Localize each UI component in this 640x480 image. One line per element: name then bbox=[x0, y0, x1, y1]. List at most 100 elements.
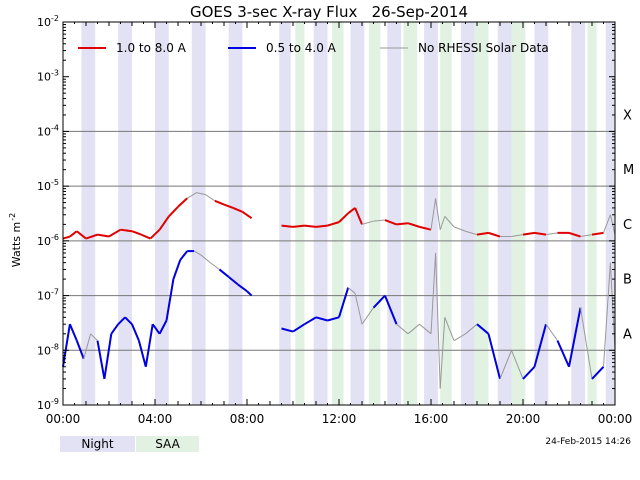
short-channel-line-segment bbox=[158, 320, 168, 335]
night-band bbox=[279, 22, 291, 405]
short-channel-line-segment bbox=[354, 293, 363, 325]
short-channel-line-segment bbox=[62, 324, 71, 367]
short-channel-line-segment bbox=[117, 316, 126, 325]
short-channel-line-segment bbox=[476, 323, 490, 335]
short-channel-line-segment bbox=[303, 316, 317, 326]
short-channel-line-segment bbox=[96, 340, 106, 380]
long-channel-line-segment bbox=[361, 220, 374, 225]
y-tick-label: 10-4 bbox=[37, 123, 59, 138]
long-channel-line-segment bbox=[281, 224, 294, 228]
short-channel-line-segment bbox=[435, 252, 441, 389]
y-tick-label: 10-5 bbox=[37, 178, 59, 193]
short-channel-line-segment bbox=[453, 333, 466, 342]
short-channel-line-segment bbox=[419, 323, 432, 335]
short-channel-line-segment bbox=[165, 278, 175, 321]
short-channel-line-segment bbox=[137, 340, 147, 368]
long-channel-line-segment bbox=[62, 235, 71, 240]
short-channel-line-segment bbox=[327, 316, 340, 322]
short-channel-line-segment bbox=[151, 323, 161, 335]
short-channel-line-segment bbox=[396, 323, 409, 335]
long-channel-line-segment bbox=[85, 233, 98, 240]
short-channel-line-segment bbox=[144, 324, 154, 367]
long-channel-line-segment bbox=[373, 219, 386, 222]
short-channel-line-segment bbox=[75, 340, 85, 360]
long-channel-line-segment bbox=[347, 207, 356, 215]
night-legend-box: Night bbox=[60, 436, 135, 452]
saa-band bbox=[587, 22, 597, 405]
short-channel-line-segment bbox=[124, 316, 133, 325]
long-channel-line-segment bbox=[488, 231, 501, 238]
long-channel-line-segment bbox=[444, 216, 455, 228]
long-channel-line-segment bbox=[304, 224, 317, 228]
generated-timestamp: 24-Feb-2015 14:26 bbox=[545, 437, 631, 447]
night-legend-label: Night bbox=[81, 437, 114, 451]
short-channel-line-segment bbox=[444, 317, 455, 341]
saa-band bbox=[403, 22, 418, 405]
long-channel-line-segment bbox=[545, 232, 558, 236]
long-channel-line-segment bbox=[315, 224, 328, 228]
long-channel-line-segment bbox=[407, 222, 420, 228]
short-channel-line-segment bbox=[131, 323, 140, 342]
class-label-x: X bbox=[623, 108, 632, 123]
short-channel-line-segment bbox=[292, 323, 306, 333]
legend-label: No RHESSI Solar Data bbox=[418, 41, 549, 55]
short-channel-line-segment bbox=[68, 323, 78, 342]
long-channel-line-segment bbox=[149, 228, 161, 240]
long-channel-line-segment bbox=[327, 221, 340, 227]
long-channel-line-segment bbox=[591, 231, 604, 236]
chart-legend: 1.0 to 8.0 A 0.5 to 4.0 A No RHESSI Solar … bbox=[78, 41, 549, 55]
class-label-c: C bbox=[623, 218, 632, 233]
long-channel-line-segment bbox=[511, 234, 524, 238]
short-channel-line-segment bbox=[465, 323, 478, 335]
flare-class-gridlines: X M C B A bbox=[63, 108, 634, 351]
short-channel-line-segment bbox=[568, 307, 582, 367]
long-channel-line-segment bbox=[338, 212, 349, 223]
y-axis-label-base: Watts m bbox=[10, 222, 23, 267]
y-tick-label: 10-7 bbox=[37, 288, 59, 303]
saa-band bbox=[474, 22, 489, 405]
short-channel-line-segment bbox=[90, 333, 98, 342]
short-channel-line-segment bbox=[533, 323, 547, 368]
x-tick-label: 12:00 bbox=[322, 412, 357, 426]
legend-label: 1.0 to 8.0 A bbox=[116, 41, 187, 55]
short-channel-line-segment bbox=[361, 307, 374, 325]
night-band bbox=[81, 22, 96, 405]
long-channel-line-segment bbox=[223, 203, 234, 209]
shaded-bands bbox=[81, 22, 615, 405]
long-channel-line-segment bbox=[214, 199, 225, 206]
night-band bbox=[155, 22, 169, 405]
night-band bbox=[191, 22, 206, 405]
short-channel-line-segment bbox=[237, 283, 248, 293]
saa-band bbox=[332, 22, 344, 405]
short-channel-line-segment bbox=[511, 350, 524, 380]
short-channel-line-segment bbox=[281, 327, 294, 333]
short-channel-line-segment bbox=[200, 254, 211, 264]
long-channel-line-segment bbox=[196, 192, 206, 196]
y-tick-label: 10-3 bbox=[37, 69, 59, 84]
y-tick-label: 10-2 bbox=[37, 14, 59, 29]
short-channel-line-segment bbox=[347, 287, 356, 294]
x-tick-label: 00:00 bbox=[46, 412, 81, 426]
long-channel-line-segment bbox=[168, 206, 179, 218]
long-channel-line-segment bbox=[292, 224, 305, 228]
short-channel-line-segment bbox=[591, 366, 605, 380]
short-channel-line-segment bbox=[439, 317, 446, 389]
long-channel-line-segment bbox=[69, 230, 78, 238]
short-channel-line-segment bbox=[556, 340, 570, 368]
x-tick-label: 20:00 bbox=[506, 412, 541, 426]
night-band bbox=[313, 22, 328, 405]
y-tick-label: 10-8 bbox=[37, 342, 59, 357]
long-channel-line-segment bbox=[232, 206, 243, 213]
long-channel-line-segment bbox=[580, 234, 593, 238]
short-channel-line-segment bbox=[430, 252, 437, 334]
night-band bbox=[387, 22, 402, 405]
class-label-m: M bbox=[623, 163, 634, 178]
long-channel-line-segment bbox=[108, 228, 122, 238]
short-channel-line-segment bbox=[499, 350, 512, 380]
short-channel-line-segment bbox=[384, 295, 398, 325]
long-channel-line-segment bbox=[435, 198, 441, 230]
long-channel-line-segment bbox=[177, 197, 188, 208]
y-tick-label: 10-6 bbox=[37, 233, 59, 248]
flux-series bbox=[62, 192, 616, 389]
short-channel-line-segment bbox=[83, 333, 92, 359]
